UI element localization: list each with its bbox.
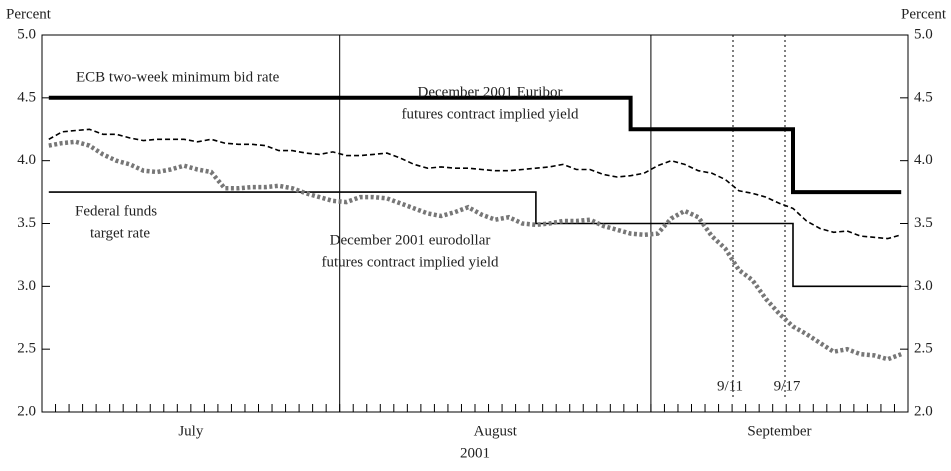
y-axis-label-left: Percent xyxy=(6,6,52,22)
y-tick-label-right: 3.0 xyxy=(914,278,933,294)
x-tick-label: August xyxy=(474,423,518,439)
y-tick-label-left: 2.5 xyxy=(17,341,36,357)
x-axis-label: 2001 xyxy=(460,445,490,461)
x-tick-label: September xyxy=(747,423,811,439)
series-line xyxy=(48,128,902,240)
event-label: 9/17 xyxy=(774,378,801,394)
y-tick-label-right: 2.5 xyxy=(914,341,933,357)
y-tick-label-left: 4.5 xyxy=(17,89,36,105)
y-axis-label-right: Percent xyxy=(901,6,947,22)
y-tick-label-left: 2.0 xyxy=(17,403,36,419)
y-tick-label-right: 3.5 xyxy=(914,215,933,231)
annotation: December 2001 eurodollar xyxy=(330,232,491,248)
y-tick-label-right: 4.5 xyxy=(914,89,933,105)
x-tick-label: July xyxy=(178,423,204,439)
y-tick-label-right: 5.0 xyxy=(914,26,933,42)
annotation: December 2001 Euribor xyxy=(418,84,563,100)
series-line xyxy=(48,139,902,362)
annotation: target rate xyxy=(90,225,150,241)
annotation: Federal funds xyxy=(75,203,157,219)
y-tick-label-left: 5.0 xyxy=(17,26,36,42)
y-tick-label-left: 4.0 xyxy=(17,152,36,168)
y-tick-label-right: 2.0 xyxy=(914,403,933,419)
y-tick-label-left: 3.0 xyxy=(17,278,36,294)
annotation: futures contract implied yield xyxy=(321,254,499,270)
y-tick-label-left: 3.5 xyxy=(17,215,36,231)
event-label: 9/11 xyxy=(717,378,743,394)
series-line xyxy=(48,191,902,288)
series-line xyxy=(48,95,902,195)
annotation: ECB two-week minimum bid rate xyxy=(76,69,280,85)
y-tick-label-right: 4.0 xyxy=(914,152,933,168)
annotation: futures contract implied yield xyxy=(401,106,579,122)
